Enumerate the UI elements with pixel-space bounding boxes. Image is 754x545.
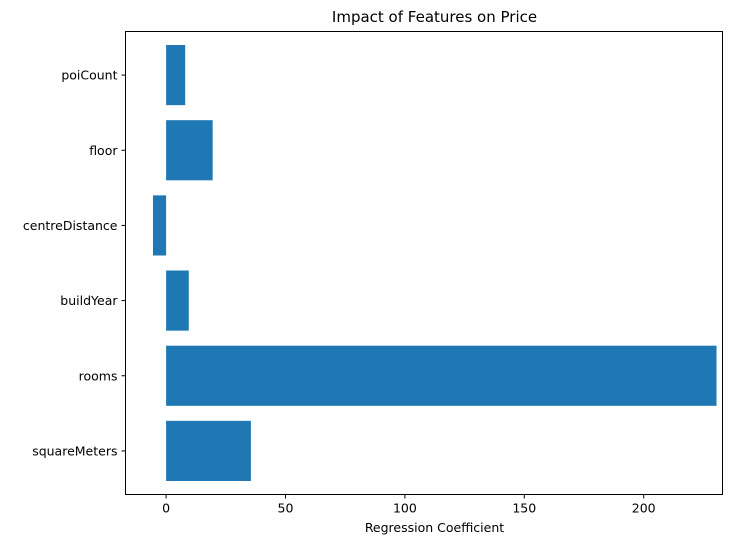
plot-bars <box>152 45 717 481</box>
x-axis-label: Regression Coefficient <box>365 520 504 535</box>
x-tick-label: 50 <box>278 501 294 516</box>
y-tick-label: poiCount <box>61 68 117 83</box>
x-tick-label: 200 <box>632 501 656 516</box>
chart-title: Impact of Features on Price <box>332 8 537 26</box>
plot-frame <box>125 31 723 495</box>
x-tick-label: 0 <box>162 501 170 516</box>
y-tick-label: squareMeters <box>32 443 117 458</box>
x-tick-label: 150 <box>512 501 536 516</box>
y-tick-label: floor <box>89 143 118 158</box>
x-axis-ticks: 0 50 100 150 200 <box>162 494 656 516</box>
y-tick-label: rooms <box>79 368 118 383</box>
bar-rooms <box>166 345 717 406</box>
bar-floor <box>166 120 213 181</box>
bar-poiCount <box>166 45 186 106</box>
y-axis-ticks: squareMeters rooms buildYear centreDistance… <box>23 68 126 458</box>
bar-centreDistance <box>152 195 167 256</box>
y-tick-label: buildYear <box>60 293 118 308</box>
bar-buildYear <box>166 270 189 331</box>
y-tick-label: centreDistance <box>23 218 118 233</box>
x-tick-label: 100 <box>393 501 417 516</box>
bar-squareMeters <box>166 420 251 481</box>
